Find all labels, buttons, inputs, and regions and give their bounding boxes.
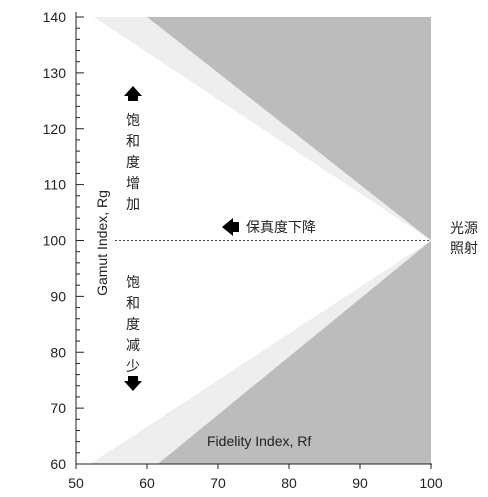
vertical-char: 加 [126,197,140,213]
y-axis-title: Gamut Index, Rg [94,190,110,296]
vertical-char: 饱 [126,275,140,291]
y-tick-label: 100 [43,233,67,249]
axes [75,12,432,465]
x-ticks: 50 60 70 80 90 100 [68,464,443,491]
y-tick-label: 110 [44,177,67,193]
y-tick-label: 80 [50,344,66,360]
x-tick-label: 70 [210,475,226,491]
reference-source-label-line2: 照射 [450,241,478,257]
x-tick-label: 60 [139,475,155,491]
region-out-of-gamut [147,17,431,464]
arrow-up-icon [124,86,142,101]
x-tick-label: 100 [419,475,443,491]
vertical-char: 度 [126,317,140,333]
vertical-char: 减 [126,338,140,354]
y-tick-label: 120 [43,121,67,137]
y-ticks: 60 70 80 90 100 110 120 130 140 [43,9,84,472]
y-tick-label: 90 [50,288,66,304]
reference-source-label-line1: 光源 [450,221,478,237]
x-tick-label: 90 [352,475,368,491]
vertical-char: 饱 [126,113,140,129]
vertical-char: 少 [126,359,140,375]
vertical-char: 度 [126,155,140,171]
x-axis-title: Fidelity Index, Rf [207,433,311,449]
region-transition [90,17,431,464]
vertical-char: 和 [126,134,140,150]
arrow-down-icon [124,376,142,391]
y-tick-label: 70 [50,400,66,416]
chart-regions [90,17,431,464]
vertical-char: 和 [126,296,140,312]
x-tick-label: 80 [281,475,297,491]
fidelity-decrease-label: 保真度下降 [246,220,316,236]
arrow-left-icon [222,218,239,236]
y-tick-label: 60 [50,456,66,472]
y-tick-label: 140 [43,9,67,25]
vertical-char: 增 [126,176,140,192]
y-tick-label: 130 [43,65,67,81]
x-tick-label: 50 [68,475,84,491]
